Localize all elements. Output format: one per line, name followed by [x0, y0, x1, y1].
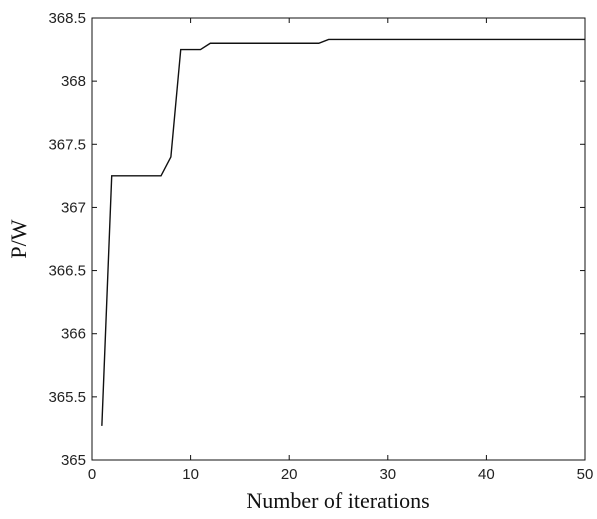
y-tick-label: 365.5 [48, 389, 86, 406]
y-tick-label: 367.5 [48, 136, 86, 153]
tick-labels: 0 10 20 30 40 50 365 365.5 366 366.5 367 367.5 368 36… [48, 10, 593, 483]
x-axis-title: Number of iterations [246, 488, 429, 513]
series-line [101, 38, 585, 426]
x-tick-label: 20 [281, 466, 298, 483]
y-tick-label: 368.5 [48, 10, 86, 27]
x-tick-label: 0 [88, 466, 96, 483]
y-axis-title: P/W [6, 219, 31, 258]
y-tick-label: 366.5 [48, 263, 86, 280]
x-tick-label: 10 [182, 466, 199, 483]
y-tick-label: 366 [61, 326, 86, 343]
x-tick-label: 30 [379, 466, 396, 483]
y-tick-label: 365 [61, 452, 86, 469]
y-tick-label: 368 [61, 73, 86, 90]
plot-frame [91, 17, 586, 461]
y-tick-label: 367 [61, 199, 86, 216]
axis-ticks [91, 17, 586, 461]
x-tick-label: 40 [478, 466, 495, 483]
x-tick-label: 50 [577, 466, 594, 483]
